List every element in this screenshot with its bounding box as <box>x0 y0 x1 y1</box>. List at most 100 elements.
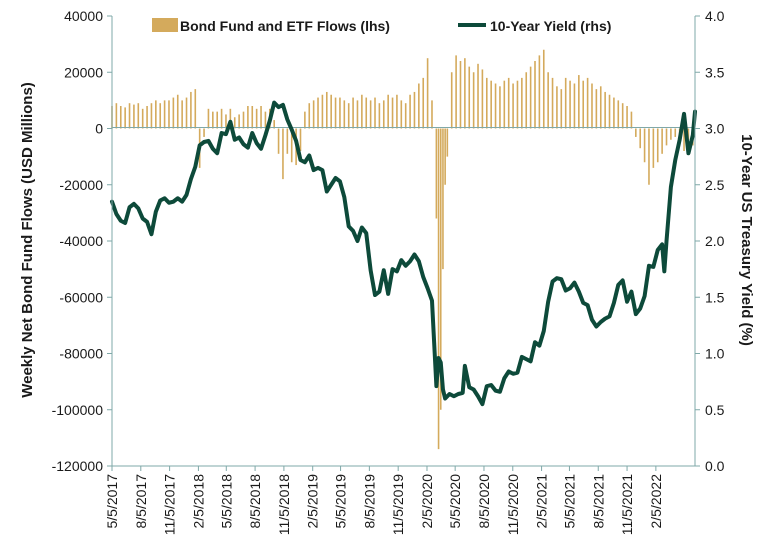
flow-bar <box>163 100 166 129</box>
flow-bar <box>233 117 236 129</box>
flow-bar <box>426 58 429 129</box>
flow-bar <box>212 111 214 129</box>
flow-bar <box>317 97 319 129</box>
right-tick-label: 0.5 <box>705 402 725 418</box>
x-tick-label: 8/5/2018 <box>247 474 263 529</box>
flow-bar <box>621 103 624 129</box>
x-tick-label: 5/5/2019 <box>333 474 349 529</box>
x-tick-label: 11/5/2017 <box>162 474 178 535</box>
right-tick-label: 3.0 <box>705 121 725 137</box>
flow-bar <box>255 108 258 129</box>
flow-bar <box>490 80 492 129</box>
left-tick-label: -80000 <box>59 346 103 362</box>
flow-bar <box>155 100 157 129</box>
flow-bar <box>560 89 563 129</box>
flow-bar <box>396 94 398 129</box>
legend-bar-swatch <box>152 18 178 32</box>
flow-bar <box>687 128 690 140</box>
flow-bar <box>347 103 350 129</box>
flow-bar <box>264 111 267 129</box>
left-tick-label: -120000 <box>52 458 104 474</box>
flow-bar <box>507 77 510 129</box>
flow-bar <box>435 128 438 219</box>
left-tick-label: -100000 <box>52 402 104 418</box>
x-tick-label: 5/5/2018 <box>218 474 234 529</box>
flow-bar <box>599 86 602 129</box>
flow-bar <box>547 72 549 129</box>
x-tick-label: 8/5/2021 <box>590 474 606 529</box>
flow-bar <box>172 97 175 129</box>
flow-bar <box>422 77 425 129</box>
flow-bar <box>635 128 637 137</box>
flow-bar <box>374 97 376 129</box>
flow-bar <box>450 72 453 129</box>
flow-bar <box>216 111 218 129</box>
flow-bar <box>529 66 532 129</box>
flow-bar <box>312 100 315 129</box>
flow-bar <box>352 97 354 129</box>
flow-bar <box>670 128 672 140</box>
flow-bar <box>124 107 126 129</box>
flow-bar <box>194 89 197 129</box>
right-tick-label: 2.5 <box>705 177 725 193</box>
flow-bar <box>400 100 403 129</box>
flow-bar <box>481 69 484 129</box>
flow-bar <box>321 94 324 129</box>
flow-bar <box>485 77 488 129</box>
flow-bar <box>472 72 475 129</box>
flow-bar <box>556 86 558 129</box>
flow-bar <box>247 106 249 129</box>
flow-bar <box>643 128 646 163</box>
flow-bar <box>282 128 284 180</box>
x-tick-label: 11/5/2021 <box>619 474 635 535</box>
flow-bar <box>494 83 497 129</box>
flow-bar <box>608 94 611 129</box>
flow-bar <box>308 103 311 129</box>
flow-bar <box>573 83 576 129</box>
flow-bar <box>477 63 479 129</box>
flow-bar <box>464 58 466 129</box>
right-tick-label: 4.0 <box>705 8 725 24</box>
flow-bar <box>648 128 650 185</box>
flow-bar <box>665 128 668 146</box>
flow-bar <box>521 77 523 129</box>
left-axis-title: Weekly Net Bond Fund Flows (USD Millions… <box>19 82 36 398</box>
right-axis-title: 10-Year US Treasury Yield (%) <box>738 134 755 346</box>
flow-bar <box>661 128 663 154</box>
left-tick-label: 20000 <box>64 64 103 80</box>
x-tick-label: 2/5/2018 <box>190 474 206 529</box>
flow-bar <box>459 61 462 129</box>
flow-bar <box>369 100 372 129</box>
x-tick-label: 11/5/2019 <box>390 474 406 535</box>
flow-bar <box>382 100 385 129</box>
flow-bar <box>499 86 501 129</box>
flow-bar <box>617 100 620 129</box>
flow-bar <box>277 128 280 154</box>
flow-bar <box>343 100 346 129</box>
flow-bar <box>168 100 170 129</box>
flow-bar <box>150 103 153 129</box>
flow-bar <box>387 94 389 129</box>
right-tick-label: 0.0 <box>705 458 725 474</box>
flow-bar <box>290 128 293 163</box>
left-tick-label: 40000 <box>64 8 103 24</box>
flow-bar <box>582 80 585 129</box>
x-tick-label: 5/5/2017 <box>104 474 120 529</box>
flow-bar <box>137 103 140 129</box>
flow-bar <box>551 77 554 129</box>
flow-bar <box>652 128 655 168</box>
left-tick-label: -20000 <box>59 177 103 193</box>
flow-bar <box>591 83 593 129</box>
flow-bar <box>190 91 192 129</box>
flow-bar <box>534 61 536 129</box>
flow-bar <box>128 103 131 129</box>
flow-bar <box>613 97 615 129</box>
x-tick-label: 2/5/2020 <box>419 474 435 529</box>
flow-bar <box>229 108 232 129</box>
right-tick-label: 3.5 <box>705 64 725 80</box>
flow-bar <box>133 104 135 129</box>
flow-bar <box>516 80 519 129</box>
flow-bar <box>242 111 245 129</box>
flow-bar <box>339 97 341 129</box>
